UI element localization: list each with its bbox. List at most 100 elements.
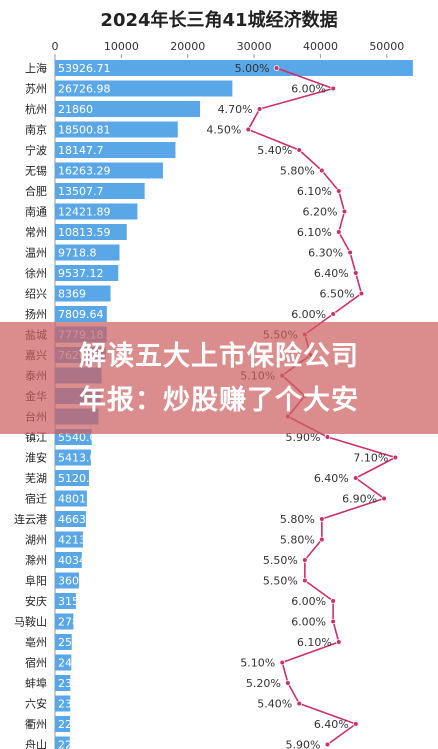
bar-value-label: 2521.6 [58, 636, 97, 649]
growth-rate-point [273, 65, 280, 71]
growth-rate-point [335, 188, 342, 194]
bar [55, 60, 413, 76]
growth-rate-label: 4.70% [218, 103, 253, 116]
growth-rate-label: 5.80% [280, 513, 315, 526]
bar [55, 162, 163, 179]
growth-rate-label: 6.20% [303, 206, 338, 219]
bar-value-label: 4213.4 [58, 534, 97, 547]
growth-rate-label: 6.40% [314, 718, 349, 731]
growth-rate-point [335, 639, 342, 645]
category-label: 徐州 [25, 266, 47, 280]
bar [55, 285, 111, 302]
bar-value-label: 3609.8 [58, 575, 97, 588]
bar [55, 490, 87, 507]
growth-rate-label: 5.10% [240, 657, 275, 670]
growth-rate-label: 6.10% [297, 185, 332, 198]
bar-value-label: 10813.59 [58, 226, 111, 239]
bar [55, 634, 72, 650]
category-label: 蚌埠 [25, 676, 47, 690]
bar [55, 121, 178, 138]
category-label: 六安 [25, 697, 47, 711]
bar [55, 80, 233, 97]
growth-rate-point [319, 536, 325, 543]
bar [55, 531, 83, 548]
growth-rate-point [296, 147, 303, 153]
growth-rate-label: 6.00% [291, 616, 326, 629]
bar-value-label: 7809.64 [58, 308, 104, 321]
bar [55, 203, 138, 220]
growth-rate-point [302, 577, 308, 584]
growth-rate-label: 6.50% [319, 288, 354, 301]
bar [55, 244, 120, 261]
bar-value-label: 13507.7 [58, 185, 104, 198]
growth-rate-label: 6.00% [291, 83, 326, 96]
growth-rate-point [302, 557, 308, 563]
category-label: 常州 [25, 226, 47, 239]
growth-rate-point [381, 495, 387, 502]
bar-value-label: 3156 [58, 595, 86, 608]
category-label: 宿州 [25, 656, 47, 670]
growth-rate-label: 5.90% [286, 431, 321, 444]
growth-rate-point [347, 249, 353, 256]
bar-value-label: 21860 [58, 103, 93, 116]
bar [55, 470, 89, 486]
x-tick-label: 30000 [237, 40, 272, 53]
growth-rate-label: 6.30% [308, 247, 343, 260]
bar-value-label: 2784.65 [58, 616, 104, 629]
bar [55, 716, 71, 732]
category-label: 上海 [25, 61, 47, 75]
category-label: 滁州 [25, 553, 47, 567]
category-label: 宿迁 [25, 492, 47, 506]
growth-rate-point [352, 270, 359, 276]
category-label: 南通 [25, 206, 47, 219]
category-label: 安庆 [25, 594, 47, 608]
bar-value-label: 2262.83 [58, 718, 104, 731]
bar-value-label: 4663.13 [58, 513, 104, 526]
growth-rate-point [285, 680, 291, 686]
growth-rate-point [330, 85, 336, 92]
category-label: 杭州 [25, 102, 47, 116]
growth-rate-label: 6.00% [291, 595, 326, 608]
bar-value-label: 2226.2 [58, 739, 97, 749]
bar [55, 224, 127, 240]
growth-rate-point [330, 598, 336, 604]
growth-rate-label: 6.40% [314, 267, 349, 280]
category-label: 衢州 [25, 718, 47, 731]
growth-rate-point [245, 126, 252, 133]
x-tick-label: 40000 [303, 40, 338, 53]
x-tick-label: 0 [52, 40, 59, 53]
category-label: 淮安 [25, 451, 47, 465]
bar [55, 183, 145, 199]
growth-rate-point [324, 434, 331, 440]
bar-value-label: 12421.89 [58, 206, 111, 219]
growth-rate-point [352, 721, 359, 727]
category-label: 苏州 [25, 83, 47, 96]
bar-value-label: 18147.7 [58, 144, 104, 157]
x-tick-label: 20000 [170, 40, 205, 53]
growth-rate-label: 6.10% [297, 636, 332, 649]
growth-rate-label: 6.90% [342, 493, 377, 506]
growth-rate-point [296, 700, 303, 707]
overlay-banner: 解读五大上市保险公司 年报：炒股赚了个大安 [0, 322, 438, 434]
bar-value-label: 4034.4 [58, 554, 97, 567]
growth-rate-label: 5.80% [280, 534, 315, 547]
bar-value-label: 5540.01 [58, 431, 104, 444]
category-label: 舟山 [25, 738, 47, 749]
growth-rate-label: 5.50% [263, 554, 298, 567]
bar [55, 675, 71, 691]
growth-rate-label: 5.90% [286, 739, 321, 749]
category-label: 无锡 [25, 164, 47, 178]
bar-value-label: 2313 [58, 677, 86, 690]
bar [55, 142, 176, 158]
bar-value-label: 5120.5 [58, 472, 97, 485]
growth-rate-label: 7.10% [353, 452, 388, 465]
category-label: 芜湖 [25, 471, 47, 485]
bar [55, 654, 72, 671]
bar [55, 613, 74, 630]
growth-rate-label: 6.00% [291, 308, 326, 321]
bar-value-label: 18500.81 [58, 124, 111, 137]
growth-rate-point [256, 106, 263, 112]
x-tick-label: 10000 [104, 40, 139, 53]
growth-rate-point [279, 659, 286, 666]
bar [55, 572, 79, 589]
